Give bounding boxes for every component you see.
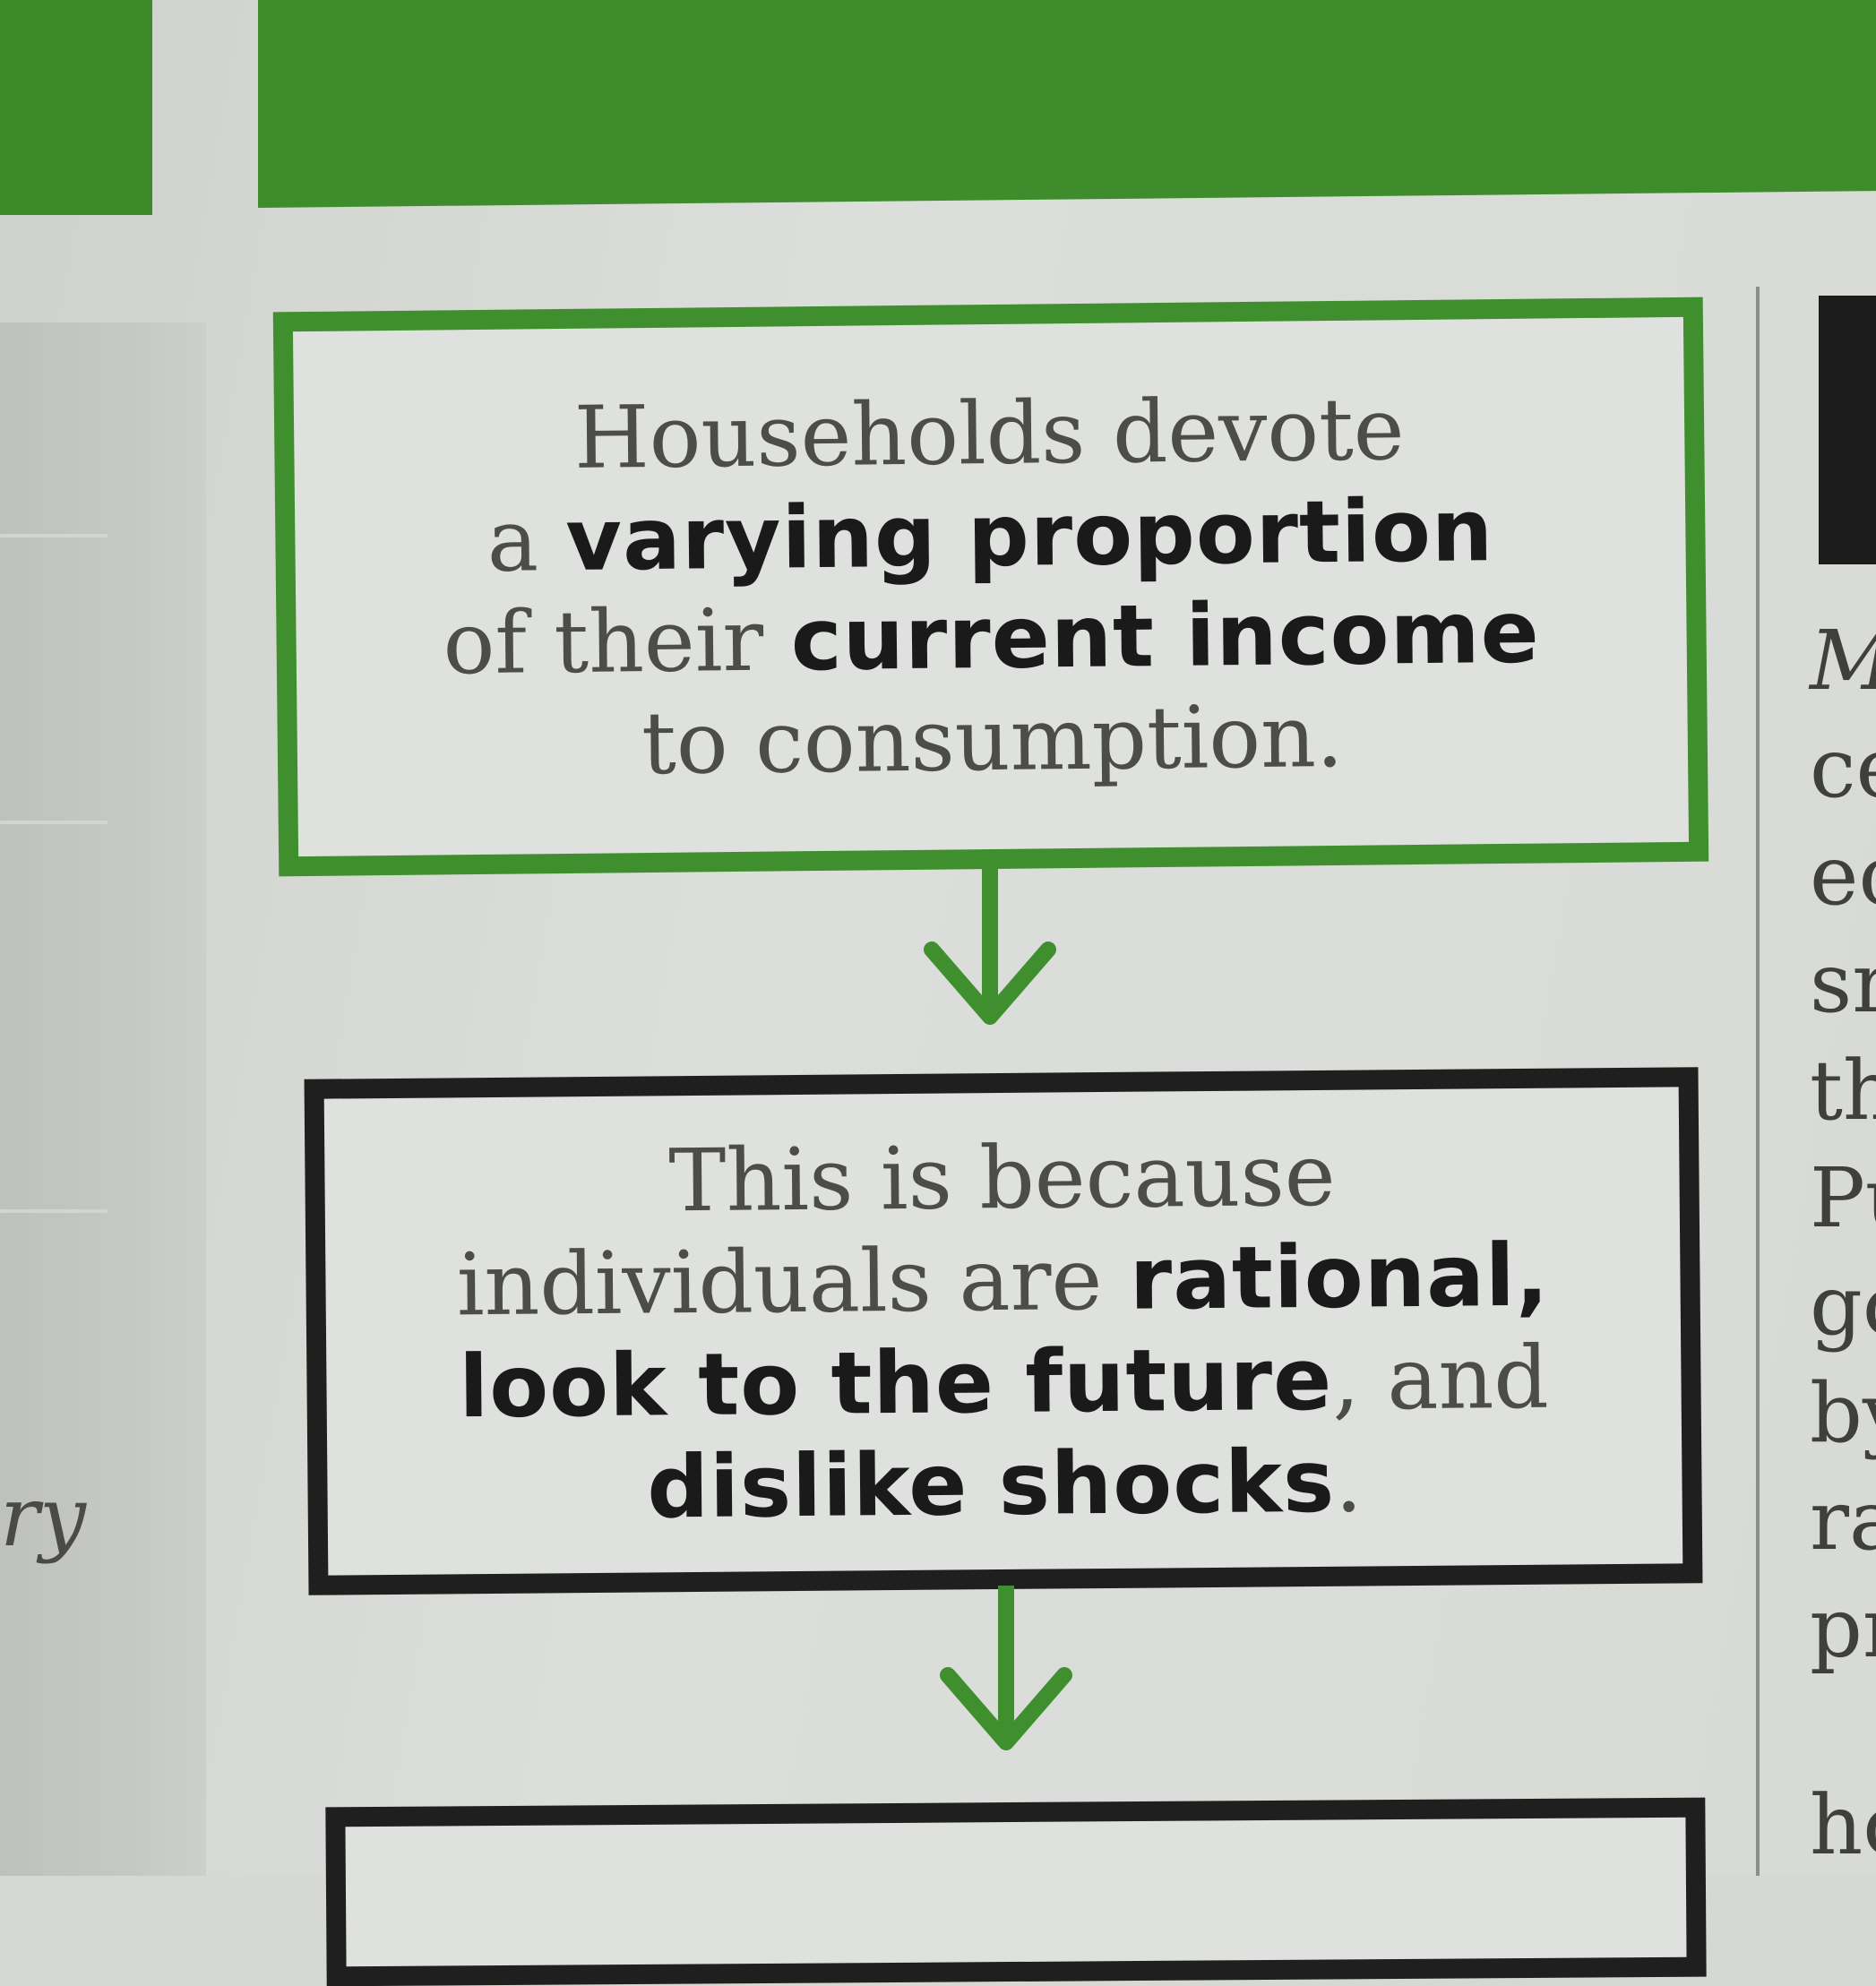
margin-fragment: hc: [1810, 1777, 1876, 1873]
margin-fragment: by: [1810, 1365, 1876, 1461]
box-1-line-2-bold: varying proportion: [564, 480, 1494, 590]
green-header-bar: [258, 0, 1876, 209]
flowchart-box-2: This is because individuals are rational…: [304, 1067, 1703, 1595]
box-2-line-3-bold: look to the future: [458, 1328, 1333, 1438]
box-2-text: This is because individuals are rational…: [455, 1122, 1551, 1541]
box-1-line-3-bold: current income: [790, 581, 1541, 691]
down-arrow-icon: [924, 860, 1056, 1025]
column-divider: [1756, 287, 1760, 1876]
left-text-fragment: ry: [0, 1469, 86, 1565]
box-2-line-2: individuals are rational,: [456, 1225, 1549, 1337]
margin-fragment: ra: [1810, 1473, 1876, 1569]
box-1-line-3-pre: of their: [442, 589, 792, 694]
margin-fragment: sr: [1810, 935, 1876, 1031]
box-2-line-2-pre: individuals are: [456, 1228, 1131, 1336]
box-2-line-4-bold: dislike shocks: [646, 1431, 1336, 1538]
margin-fragment: M: [1810, 620, 1876, 702]
left-rule: [0, 534, 108, 537]
box-1-line-3: of their current income: [443, 581, 1540, 695]
box-1-line-4: to consumption.: [641, 685, 1344, 795]
margin-fragment: Pu: [1810, 1150, 1876, 1246]
down-arrow-icon: [940, 1586, 1072, 1750]
left-rule: [0, 1209, 108, 1213]
box-1-text: Households devote a varying proportion o…: [441, 377, 1542, 797]
box-2-line-2-bold: rational,: [1129, 1225, 1550, 1329]
box-1-line-2: a varying proportion: [442, 479, 1539, 593]
box-2-line-3-post: , and: [1331, 1327, 1550, 1430]
flowchart-box-3: [325, 1797, 1707, 1986]
left-column-panel: [0, 322, 206, 1876]
box-2-line-4-post: .: [1334, 1431, 1364, 1532]
left-rule: [0, 821, 108, 824]
box-2-line-1: This is because: [668, 1124, 1336, 1232]
drop-cap-fragment: [1819, 296, 1876, 564]
margin-fragment: ce: [1810, 720, 1876, 816]
margin-fragment: ec: [1810, 828, 1876, 924]
margin-fragment: pr: [1810, 1580, 1876, 1676]
green-header-block-left: [0, 0, 152, 215]
box-2-line-4: dislike shocks.: [458, 1429, 1551, 1541]
box-2-line-3: look to the future, and: [457, 1327, 1550, 1439]
flowchart-box-1: Households devote a varying proportion o…: [272, 297, 1709, 877]
box-1-line-2-pre: a: [486, 489, 566, 591]
margin-fragment: th: [1810, 1043, 1876, 1139]
margin-fragment: go: [1810, 1258, 1876, 1354]
box-1-line-1: Households devote: [573, 379, 1406, 488]
